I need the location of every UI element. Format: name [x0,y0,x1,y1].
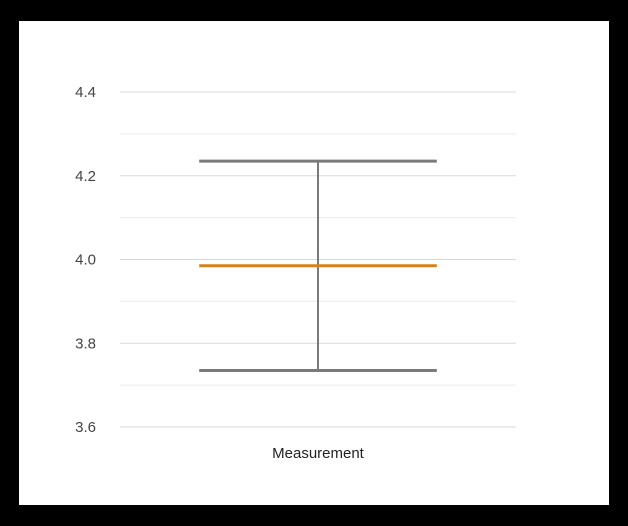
chart-panel: 3.6 3.8 4.0 4.2 4.4 Measurement [19,21,609,505]
error-bar-chart: 3.6 3.8 4.0 4.2 4.4 Measurement [75,84,516,462]
y-tick-label: 4.4 [75,84,96,101]
y-tick-label: 4.0 [75,252,96,269]
x-category-label: Measurement [272,445,365,462]
y-tick-label: 3.8 [75,335,96,352]
y-tick-label: 4.2 [75,168,96,185]
y-tick-label: 3.6 [75,419,96,436]
